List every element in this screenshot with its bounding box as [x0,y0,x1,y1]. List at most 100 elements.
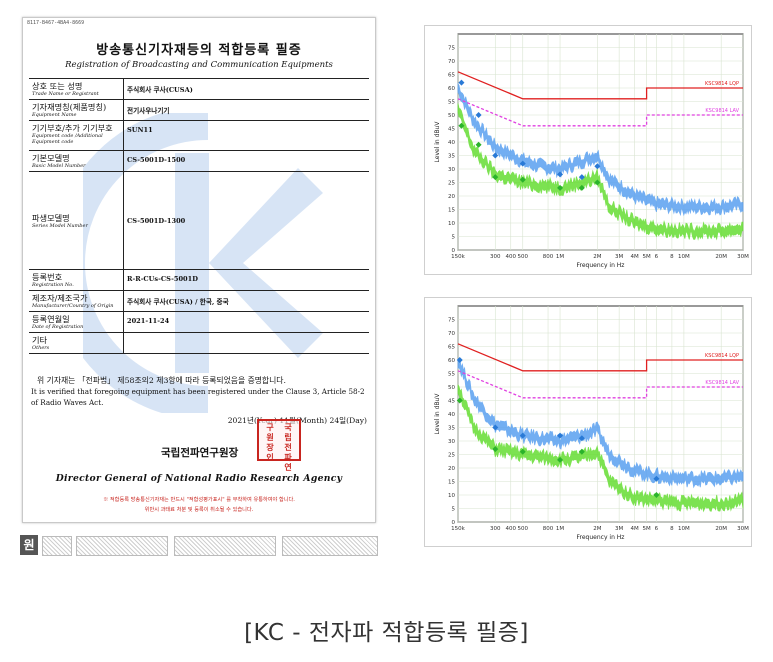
certificate-title-english: Registration of Broadcasting and Communi… [65,60,333,70]
x-tick-label: 400 [506,254,517,260]
limit-line-qp [457,343,743,372]
emission-chart-1: 0 5 10 15 20 25 30 35 40 45 50 55 60 65 70 75 150k 300 400… [424,25,752,275]
row-label-korean: 파생모델명 [32,212,70,223]
y-tick-label: 25 [448,181,455,187]
security-pattern [76,536,168,556]
seal-character: 장 [266,442,274,452]
row-label-english: Trade Name or Registrant [32,91,99,97]
average-trace [457,103,744,241]
y-tick-label: 55 [448,100,455,106]
y-tick-label: 65 [448,73,455,79]
y-tick-label: 50 [448,113,455,119]
row-value: R-R-CUs-CS-5001D [123,269,369,291]
row-label: 상호 또는 성명 Trade Name or Registrant [29,78,124,100]
seal-character: 파 [284,452,292,462]
y-tick-label: 20 [448,194,455,200]
certificate-row: 등록연월일 Date of Registration 2021-11-24 [29,311,369,333]
certificate-row: 기기부호/추가 기기부호 Equipment code /Additional E… [29,120,369,151]
row-label: 등록연월일 Date of Registration [29,311,124,333]
x-tick-label: 300 [490,254,501,260]
av-marker [456,397,463,404]
qp-marker [492,424,499,431]
image-caption: [KC - 전자파 적합등록 필증] [244,620,529,646]
row-label-english: Date of Registration [32,324,84,330]
row-label-korean: 기본모델명 [32,153,70,163]
y-tick-label: 5 [452,507,456,513]
peak-trace [457,82,744,217]
x-axis-label: Frequency in Hz [577,534,625,541]
av-marker [594,179,601,186]
certificate-details-table: 상호 또는 성명 Trade Name or Registrant 주식회사 쿠사(… [29,78,369,354]
av-marker [578,448,585,455]
y-tick-label: 20 [448,466,455,472]
x-tick-label: 8 [670,254,674,260]
issuing-institution: 국립전파연구원장 [161,447,239,459]
row-value: 2021-11-24 [123,311,369,333]
qp-marker [458,79,465,86]
y-tick-label: 10 [448,221,455,227]
y-tick-label: 70 [448,331,455,337]
av-marker [519,176,526,183]
row-label-english: Equipment code /Additional Equipment cod… [32,133,103,145]
x-axis-label: Frequency in Hz [577,262,625,269]
x-tick-label: 500 [518,526,529,532]
row-label: 기본모델명 Basic Model Number [29,150,124,172]
seal-character: 립 [284,432,292,442]
y-tick-label: 5 [452,235,456,241]
y-tick-label: 75 [448,46,455,52]
security-pattern [282,536,378,556]
row-label-korean: 등록번호 [32,272,63,282]
row-value: 전기사우나기기 [123,99,369,121]
certificate-row: 제조자/제조국가 Manufacturer/Country of Origin 주식… [29,290,369,312]
y-tick-label: 10 [448,493,455,499]
limit-label-av: KSC9814 LAV [705,108,739,114]
x-tick-label: 800 [543,254,554,260]
x-tick-label: 2M [593,254,601,260]
y-tick-label: 35 [448,426,455,432]
certificate-row: 기본모델명 Basic Model Number CS-5001D-1500 [29,150,369,172]
warning-note-2: 위반시 과태료 처분 및 등록이 취소될 수 있습니다. [144,507,254,513]
qp-marker [578,174,585,181]
certificate-row: 파생모델명 Series Model Number CS-5001D-1300 [29,171,369,270]
limit-line-qp [457,71,743,100]
av-marker [492,446,499,453]
y-tick-label: 65 [448,345,455,351]
av-marker [557,456,564,463]
row-label-korean: 등록연월일 [32,314,70,324]
limit-label-av: KSC9814 LAV [705,380,739,386]
certificate-title-korean: 방송통신기자재등의 적합등록 필증 [96,43,302,58]
x-tick-label: 4M [630,254,638,260]
y-tick-label: 35 [448,154,455,160]
certificate-row: 기자재명칭(제품명칭) Equipment Name 전기사우나기기 [29,99,369,121]
row-label-english: Registration No. [32,282,74,288]
seal-character: 국 [284,422,292,432]
x-tick-label: 1M [556,526,564,532]
row-label-english: Manufacturer/Country of Origin [32,303,114,309]
qp-marker [653,475,660,482]
x-tick-label: 20M [715,526,727,532]
y-tick-label: 45 [448,399,455,405]
av-marker [653,492,660,498]
x-tick-label: 150k [451,254,465,260]
emission-chart-1-svg: 0 5 10 15 20 25 30 35 40 45 50 55 60 65 70 75 150k 300 400… [434,33,749,269]
row-label-korean: 기타 [32,335,48,345]
certificate-row: 상호 또는 성명 Trade Name or Registrant 주식회사 쿠사(… [29,78,369,100]
limit-label-qp: KSC9814 LQP [705,353,739,359]
row-value: 주식회사 쿠사(CUSA) [123,78,369,100]
average-trace [457,384,744,513]
row-value [123,332,369,354]
x-tick-label: 20M [715,254,727,260]
limit-line-av [457,370,743,399]
qp-marker [519,160,526,167]
row-label: 기타 Others [29,332,124,354]
warning-note-1: ※ 적합등록 방송통신기자재는 반드시 "적합성평가표시" 를 부착하여 유통하… [103,497,295,503]
row-label-english: Equipment Name [32,112,77,118]
qp-marker [456,357,463,363]
original-mark: 원 [20,535,38,555]
x-tick-label: 10M [678,526,690,532]
x-tick-label: 1M [556,254,564,260]
row-label-english: Others [32,345,50,351]
limit-label-qp: KSC9814 LQP [705,81,739,87]
y-tick-label: 30 [448,439,455,445]
